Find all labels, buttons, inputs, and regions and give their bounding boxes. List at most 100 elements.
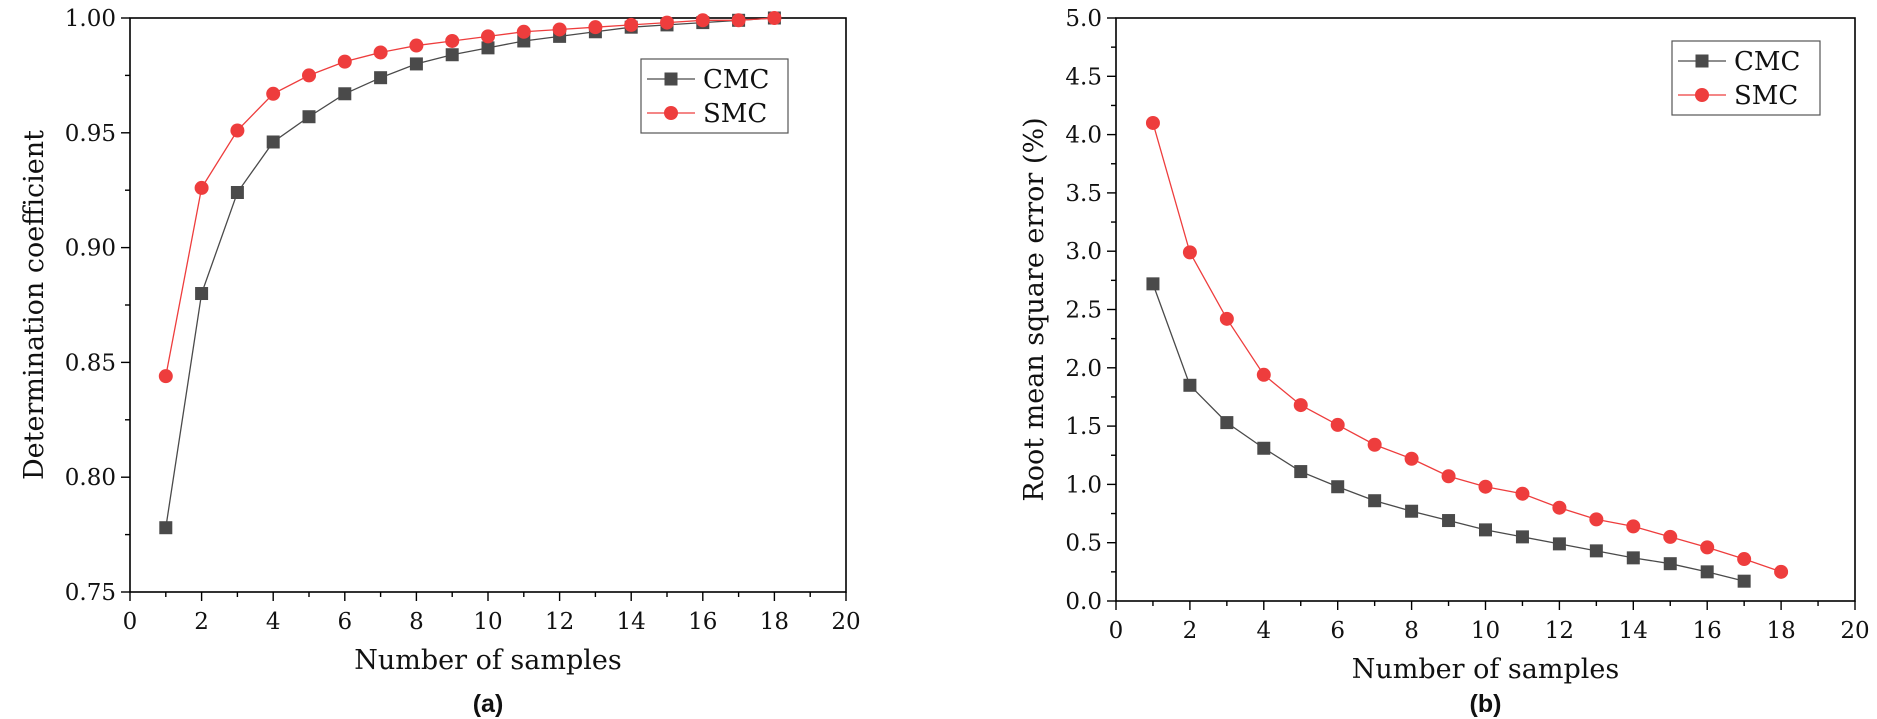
- data-point-cmc: [1515, 530, 1529, 544]
- y-tick-label: 2.0: [1065, 356, 1102, 382]
- y-tick-label: 4.5: [1065, 64, 1102, 90]
- y-tick-label: 1.00: [65, 6, 116, 32]
- x-tick-label: 18: [760, 609, 789, 635]
- y-tick-label: 0.95: [65, 121, 116, 147]
- x-tick-label: 12: [545, 609, 574, 635]
- x-tick-label: 6: [1330, 618, 1345, 644]
- x-tick-label: 6: [337, 609, 352, 635]
- data-point-smc: [1367, 437, 1382, 452]
- data-point-smc: [1663, 529, 1678, 544]
- data-point-smc: [767, 11, 782, 25]
- y-tick-label: 0.80: [65, 465, 116, 491]
- x-tick-label: 18: [1766, 618, 1795, 644]
- legend-label-smc: SMC: [703, 99, 767, 129]
- data-point-smc: [552, 22, 567, 37]
- data-point-cmc: [1220, 416, 1234, 430]
- data-point-cmc: [1257, 441, 1271, 455]
- data-point-cmc: [445, 48, 459, 62]
- x-tick-label: 10: [1471, 618, 1500, 644]
- data-point-cmc: [195, 287, 209, 301]
- data-point-smc: [1330, 417, 1345, 432]
- data-point-cmc: [1552, 537, 1566, 551]
- legend-label-cmc: CMC: [703, 65, 769, 95]
- data-point-smc: [1515, 486, 1530, 501]
- x-tick-label: 14: [1619, 618, 1648, 644]
- x-tick-label: 10: [473, 609, 502, 635]
- data-point-smc: [588, 20, 603, 35]
- data-point-smc: [409, 38, 424, 53]
- chart-a: 0 2 4 6 8 10 12 14 16 18 20 0.75 0.80 0.85 0.90 0.95 1.0…: [19, 6, 861, 718]
- series-line-cmc: [1152, 283, 1745, 582]
- y-tick-label: 2.5: [1065, 298, 1102, 324]
- x-tick-label: 2: [194, 609, 209, 635]
- x-tick-label: 14: [617, 609, 646, 635]
- y-tick-label: 0.75: [65, 580, 116, 606]
- data-point-smc: [1478, 479, 1493, 494]
- data-point-smc: [1441, 469, 1456, 484]
- data-point-smc: [481, 29, 495, 44]
- data-point-smc: [302, 68, 316, 83]
- y-axis-title: Determination coefficient: [19, 130, 50, 480]
- data-point-cmc: [1700, 565, 1714, 579]
- x-tick-label: 16: [688, 609, 717, 635]
- x-tick-label: 2: [1183, 618, 1198, 644]
- data-point-smc: [1219, 311, 1234, 326]
- legend: [1671, 40, 1821, 116]
- data-point-smc: [337, 54, 352, 69]
- y-tick-label: 3.5: [1065, 181, 1102, 207]
- data-point-cmc: [1294, 465, 1308, 479]
- x-axis-title: Number of samples: [354, 645, 622, 676]
- y-tick-label: 1.5: [1065, 414, 1102, 440]
- y-tick-label: 0.5: [1065, 531, 1102, 557]
- data-point-cmc: [1663, 557, 1677, 571]
- data-point-smc: [266, 86, 281, 101]
- data-point-smc: [624, 17, 639, 32]
- data-point-cmc: [481, 41, 495, 55]
- data-point-smc: [1293, 398, 1308, 413]
- data-point-smc: [516, 24, 531, 39]
- legend-marker-smc: [664, 106, 678, 120]
- x-tick-label: 20: [831, 609, 860, 635]
- legend-marker-cmc: [664, 72, 678, 86]
- x-tick-label: 4: [1256, 618, 1271, 644]
- data-point-smc: [695, 13, 710, 28]
- legend-label-smc: SMC: [1734, 81, 1798, 111]
- data-point-cmc: [266, 135, 280, 149]
- legend-label-cmc: CMC: [1734, 47, 1800, 77]
- y-tick-label: 4.0: [1065, 123, 1102, 149]
- data-point-smc: [445, 33, 460, 48]
- legend-marker-cmc: [1695, 54, 1709, 68]
- data-point-smc: [1404, 451, 1419, 466]
- data-point-cmc: [1589, 544, 1603, 558]
- y-tick-label: 1.0: [1065, 472, 1102, 498]
- data-point-smc: [1737, 552, 1752, 567]
- data-point-smc: [660, 15, 674, 30]
- data-point-cmc: [1368, 494, 1382, 508]
- panel-label: (a): [473, 690, 504, 718]
- data-point-smc: [230, 123, 245, 138]
- data-point-cmc: [374, 71, 388, 85]
- data-point-smc: [731, 13, 746, 28]
- data-point-cmc: [1146, 277, 1160, 291]
- data-point-cmc: [230, 185, 244, 199]
- data-point-cmc: [1331, 480, 1345, 494]
- y-tick-label: 0.0: [1065, 589, 1102, 615]
- data-point-cmc: [1405, 504, 1419, 518]
- data-point-smc: [1145, 115, 1160, 130]
- data-point-smc: [1626, 519, 1641, 534]
- series-line-smc: [1152, 122, 1782, 573]
- y-tick-label: 5.0: [1065, 6, 1102, 32]
- legend: [640, 58, 789, 134]
- x-tick-label: 0: [123, 609, 138, 635]
- data-point-smc: [1700, 540, 1715, 555]
- data-point-smc: [1589, 512, 1604, 527]
- x-axis-title: Number of samples: [1352, 654, 1620, 685]
- chart-b: 0 2 4 6 8 10 12 14 16 18 20 0.0 0.5 1.0 1.5 2.0 2.5 3.0 3.…: [1019, 6, 1870, 718]
- data-point-smc: [1256, 367, 1271, 382]
- data-point-cmc: [1737, 574, 1751, 588]
- data-point-cmc: [409, 57, 423, 71]
- data-point-smc: [1552, 500, 1567, 515]
- x-tick-label: 8: [1404, 618, 1419, 644]
- data-point-cmc: [1479, 523, 1492, 537]
